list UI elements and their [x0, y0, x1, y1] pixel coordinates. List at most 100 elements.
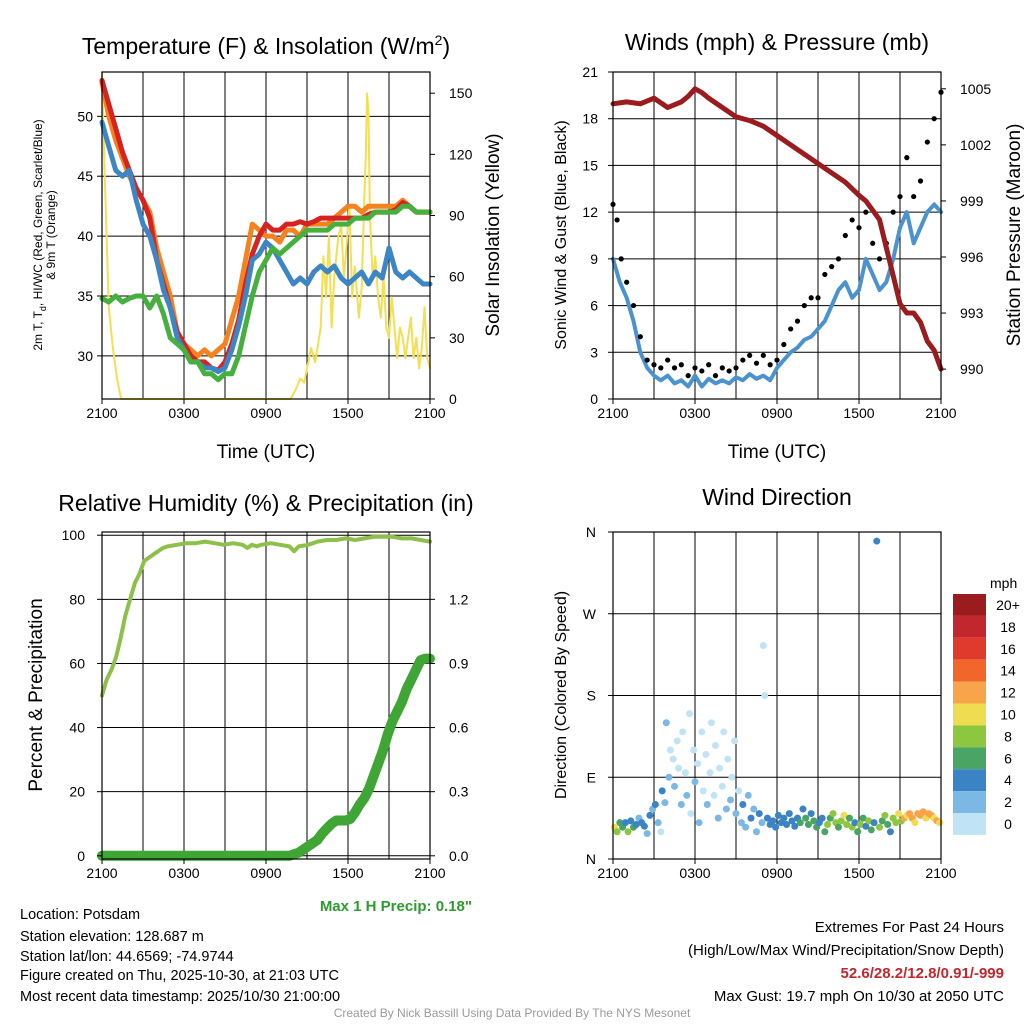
legend-swatch [953, 637, 986, 660]
x-tick-label-0: 0300 [168, 405, 199, 421]
x-tick-label-3: 2100 [925, 865, 956, 881]
legend-title: mph [990, 575, 1017, 591]
legend-swatch [953, 615, 986, 638]
legend-swatch [953, 791, 986, 813]
wind-direction-point [671, 782, 678, 790]
wind-direction-point [712, 741, 719, 749]
wind-direction-point [818, 814, 826, 822]
wind-direction-point [785, 810, 793, 818]
gust-point [699, 368, 705, 374]
temp-y2-tick-label: 0 [449, 391, 457, 407]
gust-point [671, 365, 678, 371]
rh-y2-tick-label: 1.2 [449, 591, 469, 607]
legend-label: 16 [1000, 641, 1016, 657]
wind-direction-point [632, 820, 640, 828]
temp-y2-axis-label-group: Solar Insolation (Yellow) [483, 133, 504, 336]
wind-direction-point [627, 817, 635, 825]
rh-y2-tick-label: 0.9 [449, 655, 469, 671]
wind-direction-point [867, 826, 875, 834]
gust-point [747, 352, 753, 358]
winds-y-axis-label-group: Sonic Wind & Gust (Blue, Black) [553, 120, 570, 349]
wind-direction-point [710, 791, 718, 799]
rh-y2-tick-label: 0.0 [449, 848, 469, 864]
rh-y-tick-label: 0 [77, 848, 85, 864]
panel-1-grid [613, 71, 941, 400]
wind-direction-point [892, 819, 900, 827]
legend-label: 2 [1004, 794, 1012, 810]
wind-direction-point [724, 755, 732, 763]
temp-series-line [99, 119, 433, 374]
winds-y2-tick-label: 1002 [960, 137, 991, 153]
rh-y-axis-label-group: Percent & Precipitation [26, 598, 47, 791]
wind-direction-point [783, 820, 791, 828]
wind-direction-point [835, 823, 842, 831]
wind-direction-point [796, 819, 804, 827]
created-text: Figure created on Thu, 2025-10-30, at 21… [20, 968, 339, 984]
gust-point [829, 264, 835, 270]
temp-y2-tick-label: 90 [449, 208, 465, 224]
legend-swatch [953, 681, 986, 704]
wind-direction-point [727, 796, 735, 804]
wind-direction-point [731, 737, 739, 745]
winds-y-tick-label: 18 [582, 111, 598, 127]
winds-y2-tick-label: 1005 [960, 81, 991, 97]
gust-point [712, 373, 719, 379]
wind-direction-point [718, 782, 726, 790]
legend-label: 10 [1000, 707, 1016, 723]
wind-direction-point [657, 828, 665, 836]
wind-direction-point [873, 537, 881, 545]
temp-y-tick-label: 30 [77, 348, 93, 364]
gust-point [794, 318, 801, 324]
winds-y-tick-label: 0 [590, 391, 598, 407]
wind-direction-point [699, 787, 707, 795]
wind-direction-point [824, 820, 832, 828]
temp-y2-tick-label: 60 [449, 269, 465, 285]
gust-point [630, 302, 637, 309]
wind-direction-point [669, 755, 677, 763]
gust-point [753, 360, 760, 366]
ylabel-subscript: d [38, 306, 48, 311]
wind-direction-point [666, 746, 674, 754]
gust-point [870, 240, 876, 246]
winds-y-tick-label: 9 [590, 251, 598, 267]
winds-y2-axis-label: Station Pressure (Maroon) [1004, 124, 1024, 347]
legend-label: 0 [1004, 816, 1012, 832]
winds-y-tick-label: 3 [590, 344, 598, 360]
temp-y2-tick-label: 150 [449, 85, 473, 101]
winds-chart-title: Winds (mph) & Pressure (mb) [625, 29, 929, 55]
gust-point [842, 232, 848, 239]
wind-direction-point [821, 828, 829, 836]
elevation-text: Station elevation: 128.687 m [20, 929, 204, 945]
panel-2-grid [102, 532, 430, 859]
rh-y2-tick-label: 0.3 [449, 784, 469, 800]
gust-point [890, 209, 896, 215]
gust-point [719, 365, 725, 371]
x-tick-label-1: 2100 [597, 405, 628, 421]
direction-y-tick-label: N [586, 524, 596, 540]
extremes-values: 52.6/28.2/12.8/0.91/-999 [840, 965, 1004, 982]
wind-direction-point [763, 814, 771, 822]
direction-y-axis-label: Direction (Colored By Speed) [553, 591, 570, 799]
legend-swatch [953, 747, 986, 770]
legend-label: 18 [1000, 619, 1016, 635]
wind-direction-point [695, 819, 703, 827]
gust-point [644, 357, 650, 363]
winds-y2-axis-label-group: Station Pressure (Maroon) [1004, 124, 1024, 347]
gust-point [835, 256, 842, 262]
wind-direction-point [665, 773, 673, 781]
winds-y2-tick-label: 990 [960, 361, 984, 377]
legend-label: 14 [1000, 663, 1016, 679]
wind-direction-point [856, 820, 864, 828]
wind-direction-point [694, 760, 702, 768]
x-tick-label-1: 0300 [679, 405, 710, 421]
legend-swatch [953, 594, 986, 616]
wind-direction-point [661, 799, 669, 807]
gust-point [706, 362, 712, 368]
temp-y-tick-label: 35 [77, 288, 93, 304]
title-superscript: 2 [435, 32, 443, 48]
recent-text: Most recent data timestamp: 2025/10/30 2… [20, 989, 341, 1005]
wind-direction-point [758, 819, 766, 827]
wind-direction-point [755, 810, 763, 818]
wind-direction-point [791, 822, 799, 830]
